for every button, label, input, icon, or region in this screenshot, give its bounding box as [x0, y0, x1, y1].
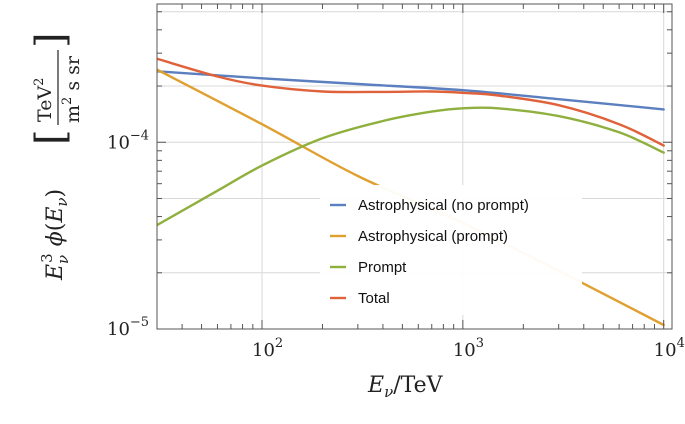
svg-text:Eν3 ϕ(Eν): Eν3 ϕ(Eν) [38, 189, 72, 281]
y-tick-label: 10−4 [107, 128, 149, 153]
series-line-total [157, 57, 665, 147]
legend-label-astrophysical-no-prompt: Astrophysical (no prompt) [358, 197, 529, 214]
svg-text:[: [ [28, 129, 74, 145]
series-line-astrophysical-no-prompt [157, 70, 665, 111]
legend-label-total: Total [358, 290, 390, 307]
tick-labels: 102 103 104 10−5 10−4 [107, 128, 685, 361]
x-axis-title: Eν/TeV [367, 373, 444, 401]
x-tick-label: 104 [654, 336, 685, 361]
plot-frame [156, 3, 673, 330]
legend-background [320, 185, 582, 315]
y-tick-label: 10−5 [107, 315, 149, 340]
svg-text:TeV2: TeV2 [32, 78, 56, 122]
y-axis-title: Eν3 ϕ(Eν) [ TeV2 m2 s sr ] [28, 32, 84, 281]
series-line-prompt [157, 106, 665, 227]
legend-label-astrophysical-prompt: Astrophysical (prompt) [358, 228, 508, 245]
svg-text:]: ] [28, 32, 74, 48]
legend: Astrophysical (no prompt) Astrophysical (… [320, 185, 582, 315]
tick-marks [156, 4, 672, 330]
svg-text:m2 s sr: m2 s sr [60, 55, 84, 123]
x-tick-label: 103 [453, 336, 484, 361]
legend-label-prompt: Prompt [358, 259, 407, 276]
x-tick-label: 102 [252, 336, 283, 361]
